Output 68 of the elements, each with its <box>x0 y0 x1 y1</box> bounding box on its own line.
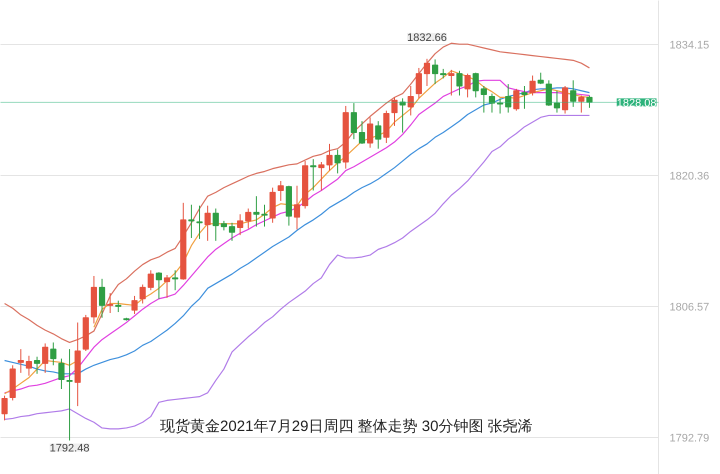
candlestick <box>488 93 496 114</box>
candlestick <box>529 75 536 96</box>
y-tick-label: 1806.57 <box>670 302 710 314</box>
candlestick <box>432 58 438 85</box>
candlestick <box>196 205 203 240</box>
candlestick <box>578 94 584 114</box>
candlestick <box>107 292 114 314</box>
candlestick <box>383 110 390 144</box>
candlestick <box>400 98 406 134</box>
candlestick <box>513 88 520 112</box>
candlestick <box>237 214 244 236</box>
candlestick <box>496 98 504 114</box>
candlestick <box>416 67 422 99</box>
candlestick <box>358 120 366 144</box>
candlestick <box>586 94 593 108</box>
candlestick <box>140 284 146 304</box>
candlestick <box>408 85 414 116</box>
candlestick <box>538 72 544 85</box>
candlestick <box>562 85 568 114</box>
annotation: 现货黄金2021年7月29日周四 整体走势 30分钟图 张尧浠 <box>160 418 533 435</box>
candlestick <box>18 348 24 374</box>
candlestick <box>294 185 300 230</box>
y-tick-label: 1834.15 <box>670 40 710 52</box>
candlestick <box>391 96 398 126</box>
candlestick <box>228 222 236 242</box>
candlestick <box>334 149 341 174</box>
candlestick <box>350 102 357 140</box>
candlestick <box>26 355 32 376</box>
y-tick-label: 1820.36 <box>670 170 710 183</box>
candlestick <box>131 295 138 314</box>
candlestick <box>554 90 560 114</box>
candlestick <box>164 274 170 298</box>
annotation: 1792.48 <box>50 442 90 454</box>
candlestick <box>66 348 73 441</box>
candlestick <box>148 270 154 291</box>
candlestick <box>115 300 122 313</box>
candlestick <box>546 80 552 106</box>
candlestick <box>464 73 471 98</box>
candlestick <box>456 70 463 96</box>
candlestick <box>375 120 382 150</box>
candlestick <box>204 205 211 242</box>
candlestick <box>34 356 40 374</box>
candlestick <box>505 84 512 114</box>
candlestick <box>58 358 65 390</box>
candlestick <box>212 208 219 242</box>
candlestick <box>326 143 333 172</box>
candlestick <box>156 272 162 300</box>
candlestick <box>261 204 268 228</box>
candlestick <box>172 270 178 291</box>
annotation: 1832.66 <box>407 32 447 44</box>
candlestick <box>42 342 48 374</box>
candlestick <box>1 395 8 421</box>
candlestick <box>440 68 446 79</box>
candlestick <box>521 85 528 110</box>
candlestick <box>424 58 430 86</box>
candlestick <box>278 180 284 202</box>
candlestick <box>188 204 194 238</box>
candlestick <box>318 161 324 191</box>
candlestick <box>50 342 56 366</box>
candlestick <box>98 278 106 318</box>
candlestick <box>245 208 252 229</box>
candlestick <box>367 116 374 148</box>
ref-line-label: 1828.08 <box>616 97 657 110</box>
line-series <box>4 42 590 344</box>
candlestick <box>220 220 227 231</box>
y-tick-label: 1792.79 <box>670 432 710 445</box>
candlestick <box>570 80 576 108</box>
candlestick <box>448 69 454 96</box>
